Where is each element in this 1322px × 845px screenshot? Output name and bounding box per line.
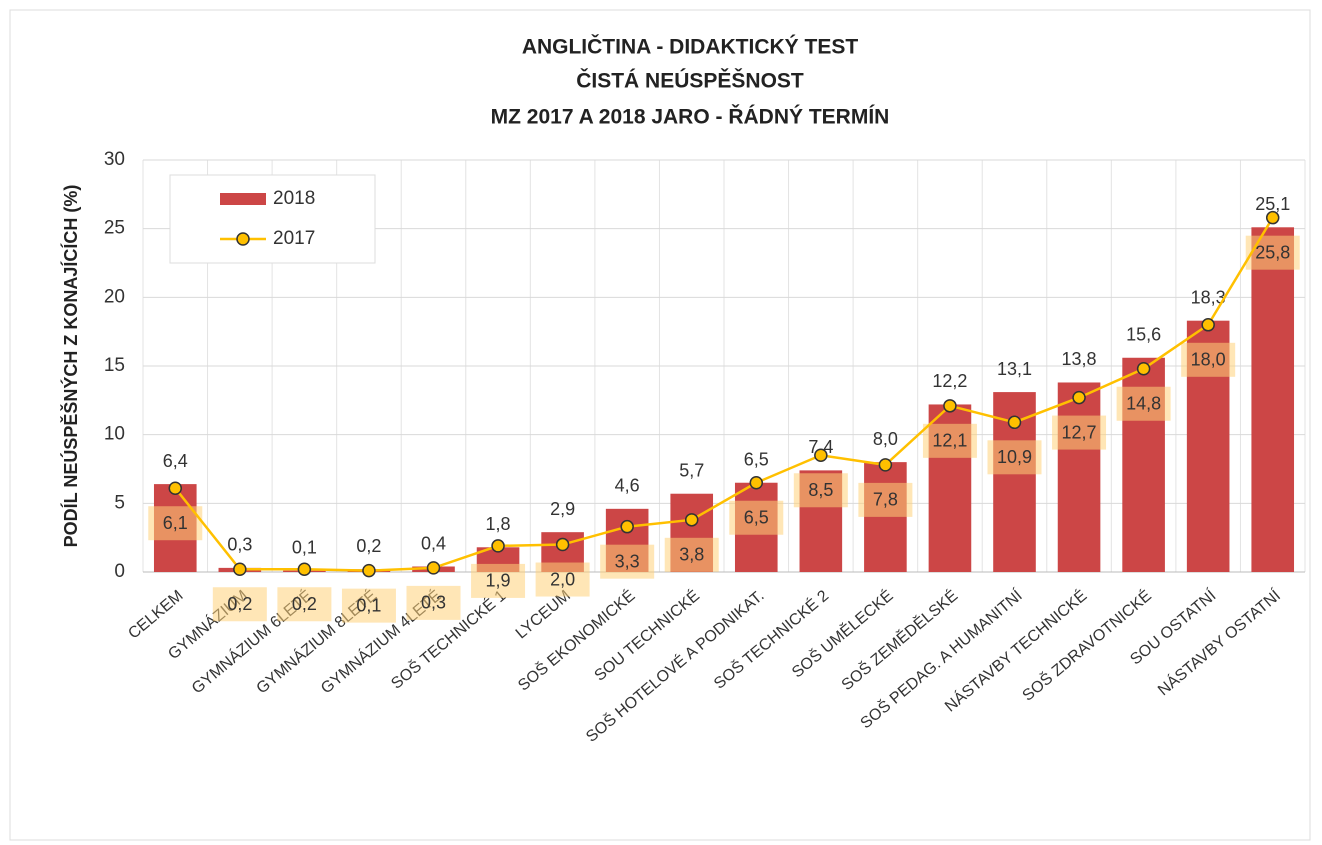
y-tick-label: 0	[114, 561, 125, 582]
value-label-box	[535, 562, 590, 597]
line-value-label: 18,0	[1191, 350, 1226, 370]
bar-value-label: 0,4	[421, 533, 446, 553]
y-tick-label: 10	[104, 424, 125, 445]
line-value-label: 2,0	[550, 569, 575, 589]
value-label-box	[664, 537, 719, 572]
line-value-label: 0,2	[227, 594, 252, 614]
line-marker	[1072, 390, 1086, 405]
chart-title: ČISTÁ NEÚSPĚŠNOST	[576, 69, 804, 93]
value-label-box	[600, 544, 655, 579]
y-tick-label: 5	[114, 492, 125, 513]
line-value-label: 25,8	[1255, 242, 1290, 262]
line-marker	[943, 399, 957, 413]
bar-value-label: 4,6	[615, 476, 640, 496]
bar-value-label: 6,5	[744, 449, 769, 469]
line-marker	[749, 475, 764, 490]
line-value-label: 7,8	[873, 490, 898, 510]
line-marker	[878, 458, 893, 472]
bar-value-label: 13,1	[997, 359, 1032, 379]
value-label-box	[1181, 342, 1236, 377]
bar-value-label: 18,3	[1191, 287, 1226, 307]
line-value-label: 0,3	[421, 593, 446, 613]
chart-title: MZ 2017 A 2018 JARO - ŘÁDNÝ TERMÍN	[491, 105, 890, 129]
bar-value-label: 0,2	[356, 536, 381, 556]
bar	[864, 462, 907, 572]
y-tick-label: 25	[104, 218, 125, 239]
line-value-label: 3,3	[615, 551, 640, 571]
line-value-label: 6,1	[163, 513, 188, 533]
line-marker	[1265, 210, 1280, 225]
line-value-label: 8,5	[808, 480, 833, 500]
line-marker	[1136, 361, 1151, 376]
line-value-label: 12,7	[1062, 422, 1097, 442]
line-marker	[426, 561, 441, 575]
y-tick-label: 20	[104, 286, 125, 307]
value-label-box	[341, 588, 396, 623]
bar-value-label: 2,9	[550, 499, 575, 519]
line-value-label: 14,8	[1126, 393, 1161, 413]
bar	[1251, 227, 1295, 572]
bar	[1057, 382, 1101, 572]
bar-value-label: 5,7	[679, 460, 704, 480]
line-marker	[1201, 318, 1215, 332]
line-marker	[1007, 415, 1022, 430]
line-marker	[233, 562, 247, 577]
bar-value-label: 15,6	[1126, 325, 1161, 345]
line-value-label: 10,9	[997, 447, 1032, 467]
chart-frame	[9, 9, 1311, 841]
bar-value-label: 6,4	[163, 451, 188, 471]
value-label-box	[1116, 386, 1171, 421]
line-value-label: 3,8	[679, 545, 704, 565]
legend-label: 2017	[273, 228, 315, 249]
value-label-box	[858, 482, 913, 517]
bar-value-label: 12,2	[932, 371, 967, 391]
legend-swatch	[220, 193, 266, 205]
line-marker	[684, 513, 699, 527]
bar-value-label: 13,8	[1062, 349, 1097, 369]
bar-value-label: 1,8	[486, 514, 511, 534]
value-label-box	[406, 585, 461, 620]
line-marker	[362, 563, 376, 578]
value-label-box	[793, 473, 848, 508]
legend-box	[169, 174, 376, 264]
line-value-label: 1,9	[486, 571, 511, 591]
line-value-label: 12,1	[932, 431, 967, 451]
bar-value-label: 7,4	[808, 437, 833, 457]
line-marker	[491, 539, 505, 553]
line-marker	[620, 519, 634, 534]
bar-value-label: 8,0	[873, 429, 898, 449]
value-label-box	[922, 423, 977, 458]
line-value-label: 0,1	[356, 595, 381, 615]
line	[174, 217, 1274, 572]
value-label-box	[277, 587, 332, 622]
value-label-box	[729, 500, 784, 535]
legend-label: 2018	[273, 188, 315, 209]
y-tick-label: 15	[104, 355, 125, 376]
chart-title: ANGLIČTINA - DIDAKTICKÝ TEST	[522, 35, 859, 59]
legend-swatch	[236, 232, 250, 246]
y-tick-label: 30	[104, 149, 125, 170]
value-label-box	[1052, 415, 1107, 450]
bar-value-label: 25,1	[1255, 194, 1290, 214]
value-label-box	[471, 563, 526, 598]
value-label-box	[212, 587, 267, 622]
y-axis-label: PODÍL NEÚSPĚŠNÝCH Z KONAJÍCÍCH (%)	[60, 185, 81, 548]
value-label-box	[1245, 235, 1300, 270]
line-marker	[555, 537, 570, 552]
value-label-box	[987, 440, 1042, 475]
line-value-label: 6,5	[744, 507, 769, 527]
line-marker	[814, 448, 828, 463]
line-marker	[297, 562, 312, 577]
line-marker	[168, 481, 183, 495]
bar-value-label: 0,1	[292, 537, 317, 557]
line-value-label: 0,2	[292, 594, 317, 614]
bar-value-label: 0,3	[227, 535, 252, 555]
